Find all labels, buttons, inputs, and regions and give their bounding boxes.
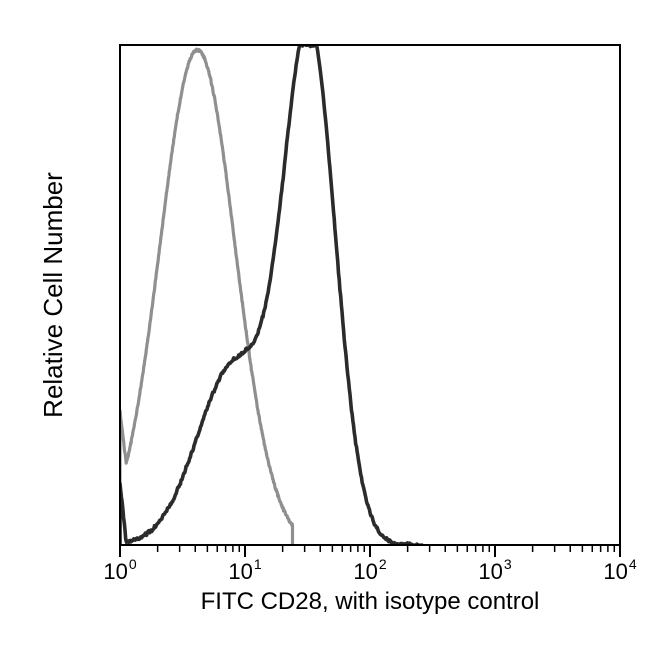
axes: 100 101 102 103 104 [103,45,636,584]
x-axis-title: FITC CD28, with isotype control [201,588,540,615]
plot-area [120,43,422,546]
x-tick-label: 103 [478,556,511,584]
chart-svg: 100 101 102 103 104 FITC CD28, with isotype … [0,0,650,650]
x-tick-label: 104 [603,556,636,584]
y-axis-title: Relative Cell Number [38,172,68,418]
x-tick-label: 102 [353,556,386,584]
x-tick-label: 100 [103,556,136,584]
flow-cytometry-histogram: 100 101 102 103 104 FITC CD28, with isotype … [0,0,650,650]
x-tick-label: 101 [228,556,261,584]
